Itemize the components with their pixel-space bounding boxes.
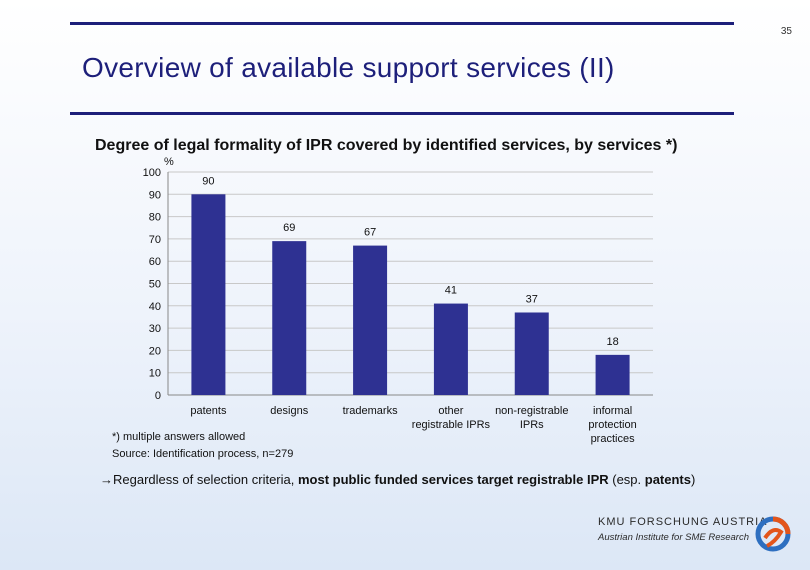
chart-title: Degree of legal formality of IPR covered… xyxy=(95,137,678,154)
arrow-icon: → xyxy=(100,472,113,487)
y-tick-label: 20 xyxy=(149,345,161,357)
bar xyxy=(191,194,226,395)
data-label: 37 xyxy=(526,293,538,305)
bar xyxy=(514,312,549,395)
y-tick-label: 70 xyxy=(149,234,161,246)
conclusion-part1: Regardless of selection criteria, xyxy=(113,472,298,487)
data-label: 18 xyxy=(606,336,618,348)
data-label: 90 xyxy=(202,175,214,187)
page-number: 35 xyxy=(780,26,792,37)
conclusion-part3: (esp. xyxy=(608,472,645,487)
title-rule-top xyxy=(70,22,734,25)
y-tick-label: 10 xyxy=(149,368,161,380)
conclusion-text: →Regardless of selection criteria, most … xyxy=(100,472,695,487)
footnote: *) multiple answers allowed xyxy=(112,431,246,443)
conclusion-bold-1: most public funded services target regis… xyxy=(297,472,609,487)
x-tick-label: other registrable IPRs xyxy=(412,405,491,431)
conclusion-bold-2: patents xyxy=(644,472,691,487)
bar xyxy=(433,303,468,395)
logo-line1: KMU FORSCHUNG AUSTRIA xyxy=(598,516,768,528)
data-label: 69 xyxy=(283,222,295,234)
conclusion-part5: ) xyxy=(691,472,696,487)
y-tick-label: 50 xyxy=(149,279,161,291)
logo: KMU FORSCHUNG AUSTRIA Austrian Institute… xyxy=(598,516,768,543)
y-tick-label: 60 xyxy=(149,256,161,268)
x-tick-label: designs xyxy=(270,405,308,417)
y-tick-label: 80 xyxy=(149,212,161,224)
y-axis-label: % xyxy=(164,156,174,168)
x-tick-label: patents xyxy=(190,405,227,417)
y-tick-label: 30 xyxy=(149,323,161,335)
y-tick-label: 0 xyxy=(155,390,161,402)
y-tick-label: 90 xyxy=(149,189,161,201)
data-label: 41 xyxy=(445,285,457,297)
bar xyxy=(272,241,307,395)
bar xyxy=(595,354,630,395)
source-note: Source: Identification process, n=279 xyxy=(112,448,294,460)
logo-line2: Austrian Institute for SME Research xyxy=(598,532,750,543)
bar xyxy=(353,245,388,395)
logo-icon xyxy=(755,516,791,552)
y-tick-label: 40 xyxy=(149,301,161,313)
y-tick-label: 100 xyxy=(143,167,161,179)
x-tick-label: informal protection practices xyxy=(588,405,636,445)
x-tick-label: trademarks xyxy=(343,405,399,417)
x-tick-label: non-registrable IPRs xyxy=(495,405,568,431)
slide-title: Overview of available support services (… xyxy=(82,52,615,83)
title-rule-bottom xyxy=(70,112,734,115)
data-label: 67 xyxy=(364,227,376,239)
